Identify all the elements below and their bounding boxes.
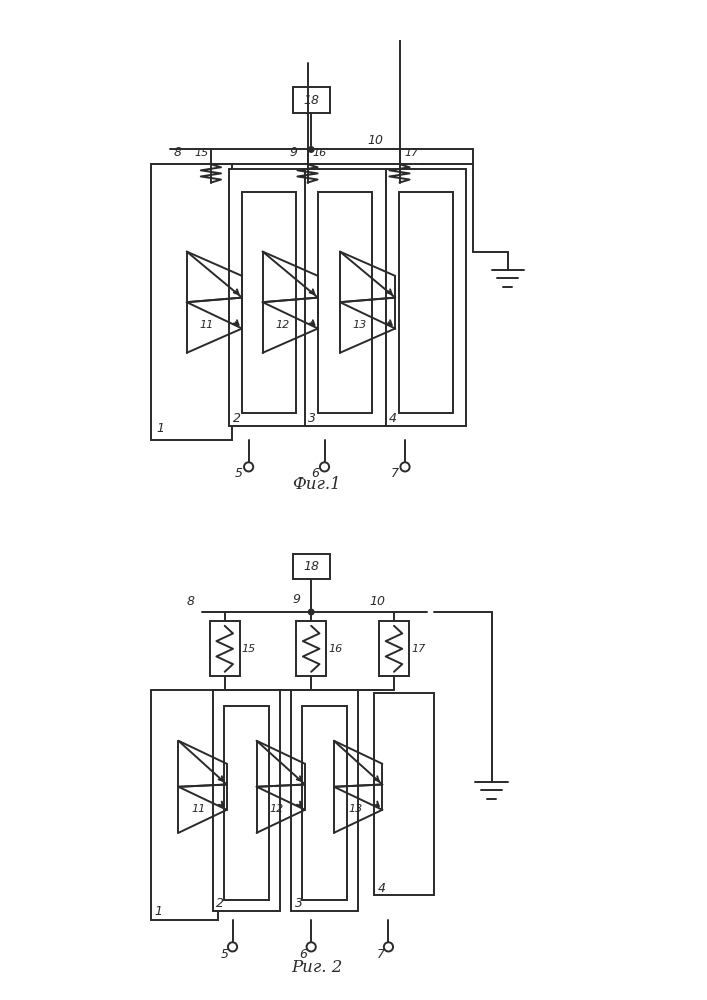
Text: 4: 4 [389,412,397,425]
Bar [151,164,232,440]
Text: 16: 16 [312,148,327,158]
Text: 9: 9 [289,146,297,159]
Text: 5: 5 [221,948,229,961]
Bar [293,87,329,113]
Text: 5: 5 [235,467,243,480]
Bar [293,554,329,579]
Text: 10: 10 [368,133,383,146]
Bar [151,690,218,920]
Circle shape [244,462,253,471]
Bar [224,706,269,900]
Text: 7: 7 [391,467,399,480]
Circle shape [320,462,329,471]
Bar [210,621,240,676]
Text: 1: 1 [155,905,163,918]
Text: 3: 3 [295,897,303,910]
Text: 15: 15 [242,644,256,654]
Text: 4: 4 [378,882,385,895]
Circle shape [308,609,314,615]
Text: 6: 6 [300,948,308,961]
Bar [305,169,386,426]
Circle shape [400,462,409,471]
Text: 13: 13 [348,804,362,814]
Bar [386,169,466,426]
Text: 9: 9 [293,593,300,606]
Text: 17: 17 [411,644,426,654]
Bar [229,169,310,426]
Text: 13: 13 [353,320,367,330]
Text: 17: 17 [404,148,419,158]
Text: 15: 15 [195,148,209,158]
Text: 2: 2 [216,897,224,910]
Bar [318,192,373,413]
Bar [296,621,326,676]
Bar [302,706,347,900]
Text: 11: 11 [199,320,214,330]
Bar [379,621,409,676]
Text: 3: 3 [308,412,317,425]
Text: Риг. 2: Риг. 2 [291,959,342,976]
Text: Фиг.1: Фиг.1 [292,476,341,493]
Bar [291,690,358,911]
Text: 2: 2 [233,412,240,425]
Circle shape [384,942,393,951]
Circle shape [228,942,237,951]
Circle shape [308,147,314,152]
Text: 16: 16 [329,644,343,654]
Text: 18: 18 [303,560,319,573]
Text: 6: 6 [310,467,319,480]
Text: 18: 18 [303,94,319,107]
Bar [374,692,434,895]
Text: 8: 8 [173,146,181,159]
Bar [214,690,280,911]
Text: 1: 1 [157,422,165,435]
Text: 12: 12 [270,804,284,814]
Text: 11: 11 [192,804,206,814]
Text: 12: 12 [275,320,290,330]
Bar [243,192,296,413]
Bar [399,192,453,413]
Text: 7: 7 [377,948,385,961]
Circle shape [307,942,316,951]
Text: 8: 8 [187,595,195,608]
Text: 10: 10 [370,595,385,608]
